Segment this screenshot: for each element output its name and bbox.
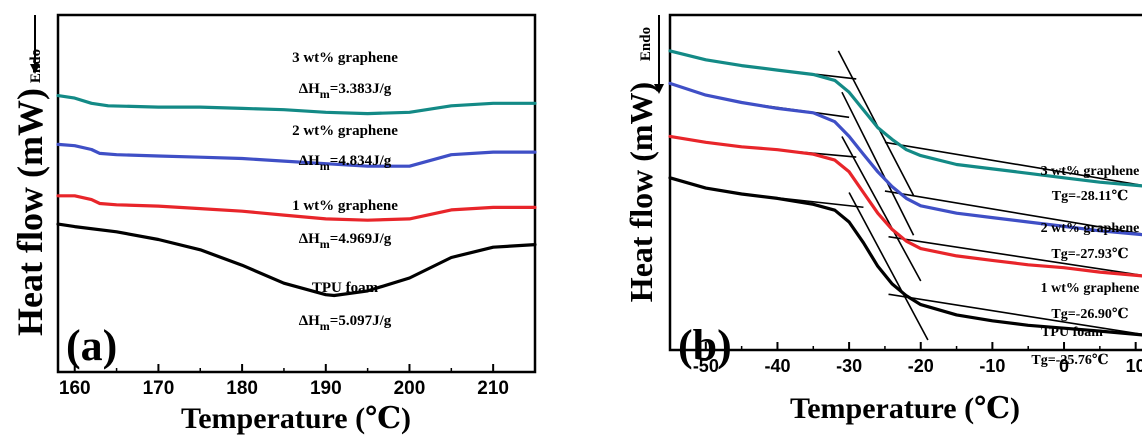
x-tick-label: 190 [310,378,342,399]
annotation-a: ΔHm=4.834J/g [299,153,392,173]
tangent-line [888,293,1142,336]
x-tick-label: -40 [764,356,790,376]
annotation-sub: m [320,237,330,251]
tangent-line [841,136,922,282]
annotation-rest: =4.834J/g [330,153,392,169]
annotation-a: 2 wt% graphene [292,123,398,139]
panel-b: -50 -40 -30 -20 -10 0 10 3 wt% graphene Tg=-28.… [623,13,1142,425]
endo-arrowhead-a [30,64,40,74]
x-tick-label: 200 [394,378,426,399]
annotation-a: 3 wt% graphene [292,50,398,66]
endo-label-b: Endo [638,27,654,61]
endo-arrowhead-b [654,84,664,94]
annotation-rest: =5.097J/g [330,313,392,329]
series-line-1-wt-graphene [56,194,537,222]
annotation-b: Tg=-25.76℃ [1031,353,1108,368]
x-axis-title-a: Temperature (℃) [181,402,411,435]
series-line-tpu-foam [668,176,1142,337]
x-ticks-a: 160 170 180 190 200 210 [59,364,536,399]
tangent-line [888,235,1142,277]
series-line-2-wt-graphene [56,142,537,168]
tangent-line [848,192,929,341]
panel-label-a: (a) [66,321,117,370]
annotation-b: Tg=-26.90℃ [1051,307,1128,322]
x-tick-label: -30 [836,356,862,376]
x-tick-label: 160 [59,378,91,399]
x-tick-label: 170 [143,378,175,399]
y-axis-title-a: Heat flow (mW) [10,88,50,336]
annotation-b: Tg=-28.11℃ [1052,189,1129,204]
series-line-1-wt-graphene [668,134,1142,278]
tg-tangent-lines [741,50,1142,341]
x-axis-title-b: Temperature (℃) [790,392,1020,425]
annotation-b: 3 wt% graphene [1041,164,1140,179]
series-group-b [668,49,1142,337]
annotation-a: ΔHm=5.097J/g [299,313,392,333]
series-line-3-wt-graphene [668,49,1142,188]
annotation-a: TPU foam [312,280,379,296]
series-line-2-wt-graphene [668,81,1142,237]
annotation-sub: m [320,87,330,101]
series-group-a [56,94,537,298]
annotation-a: 1 wt% graphene [292,198,398,214]
x-tick-label: 0 [1059,356,1069,376]
panel-a: 160 170 180 190 200 210 3 wt% graphene ΔHm=3.3… [10,13,537,435]
annotation-sub: m [320,159,330,173]
tangent-line [884,141,1142,187]
x-ticks-b: -50 -40 -30 -20 -10 0 10 [669,342,1142,376]
annotation-b: 2 wt% graphene [1041,221,1140,236]
x-tick-label: 210 [477,378,509,399]
x-tick-label: 10 [1126,356,1142,376]
y-axis-title-b: Heat flow (mW) [623,82,659,302]
series-line-tpu-foam [56,222,537,298]
annotation-sub: m [320,319,330,333]
x-tick-label: -10 [979,356,1005,376]
x-tick-label: 180 [226,378,258,399]
annotation-a: ΔHm=3.383J/g [299,81,392,101]
plot-frame-b [668,13,1142,352]
annotation-b: TPU foam [1041,325,1103,340]
plot-frame-a [56,13,537,374]
x-tick-label: -50 [693,356,719,376]
annotations-b: 3 wt% graphene Tg=-28.11℃ 2 wt% graphene Tg… [1031,164,1139,368]
panel-label-b: (b) [678,321,732,370]
annotation-rest: =3.383J/g [330,81,392,97]
tangent-line [884,190,1142,235]
annotation-a: ΔHm=4.969J/g [299,231,392,251]
x-tick-label: -20 [908,356,934,376]
annotation-b: Tg=-27.93℃ [1051,247,1128,262]
annotation-rest: =4.969J/g [330,231,392,247]
series-line-3-wt-graphene [56,94,537,116]
annotation-b: 1 wt% graphene [1041,281,1140,296]
tangent-line [841,91,915,236]
